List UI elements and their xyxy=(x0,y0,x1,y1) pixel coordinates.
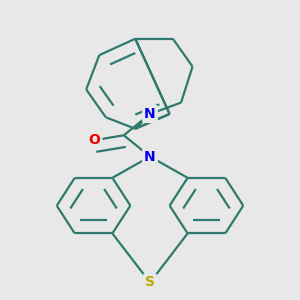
Text: S: S xyxy=(145,275,155,290)
Text: O: O xyxy=(88,133,100,147)
Text: N: N xyxy=(144,107,156,121)
Text: N: N xyxy=(144,149,156,164)
